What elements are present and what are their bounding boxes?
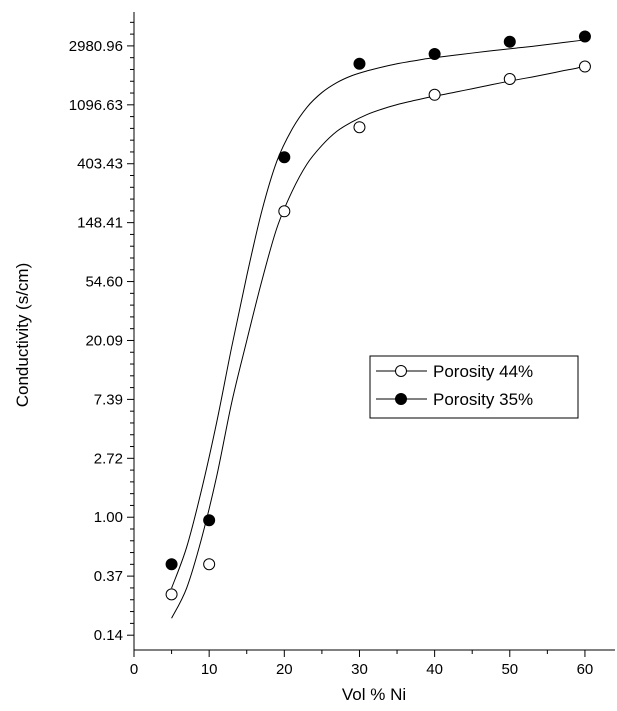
x-axis: 0 10 20 30 40 50 60: [130, 650, 593, 678]
data-point: [353, 121, 366, 134]
legend-marker-porosity-44: [395, 365, 407, 377]
x-tick-label: 30: [351, 661, 368, 678]
data-point: [353, 57, 366, 70]
data-point: [503, 72, 516, 85]
series-layer: [165, 30, 591, 619]
data-point: [165, 588, 178, 601]
x-tick-label: 60: [577, 661, 594, 678]
y-axis-title: Conductivity (s/cm): [13, 263, 32, 408]
legend-label-porosity-44: Porosity 44%: [433, 362, 533, 381]
data-point: [203, 558, 216, 571]
y-tick-label: 2.72: [94, 450, 123, 467]
data-point: [578, 60, 591, 73]
y-tick-label: 2980.96: [69, 38, 123, 55]
legend: Porosity 44% Porosity 35%: [369, 355, 579, 419]
y-tick-label: 7.39: [94, 391, 123, 408]
y-axis: 0.14 0.37 1.00 2.72 7.39 20.09 54.60 148.41 403.…: [69, 21, 134, 644]
x-axis-title: Vol % Ni: [342, 685, 406, 704]
series-porosity-44: [165, 60, 591, 619]
legend-label-porosity-35: Porosity 35%: [433, 390, 533, 409]
data-point: [165, 558, 178, 571]
y-tick-label: 0.14: [94, 627, 123, 644]
data-point: [278, 151, 291, 164]
fit-curve: [171, 64, 586, 619]
x-tick-label: 20: [276, 661, 293, 678]
x-tick-label: 10: [201, 661, 218, 678]
y-tick-label: 54.60: [85, 274, 123, 291]
x-tick-label: 0: [130, 661, 138, 678]
y-tick-label: 1.00: [94, 509, 123, 526]
y-tick-label: 0.37: [94, 568, 123, 585]
plot-frame: [133, 12, 615, 651]
y-tick-label: 403.43: [77, 156, 123, 173]
data-point: [578, 30, 591, 43]
y-tick-label: 148.41: [77, 215, 123, 232]
series-porosity-35: [165, 30, 591, 589]
data-point: [428, 88, 441, 101]
data-point: [278, 205, 291, 218]
y-tick-label: 1096.63: [69, 97, 123, 114]
y-tick-label: 20.09: [85, 332, 123, 349]
fit-curve: [171, 39, 585, 589]
data-point: [203, 514, 216, 527]
x-tick-label: 40: [426, 661, 443, 678]
data-point: [503, 35, 516, 48]
data-point: [428, 47, 441, 60]
x-tick-label: 50: [501, 661, 518, 678]
legend-marker-porosity-35: [395, 393, 407, 405]
